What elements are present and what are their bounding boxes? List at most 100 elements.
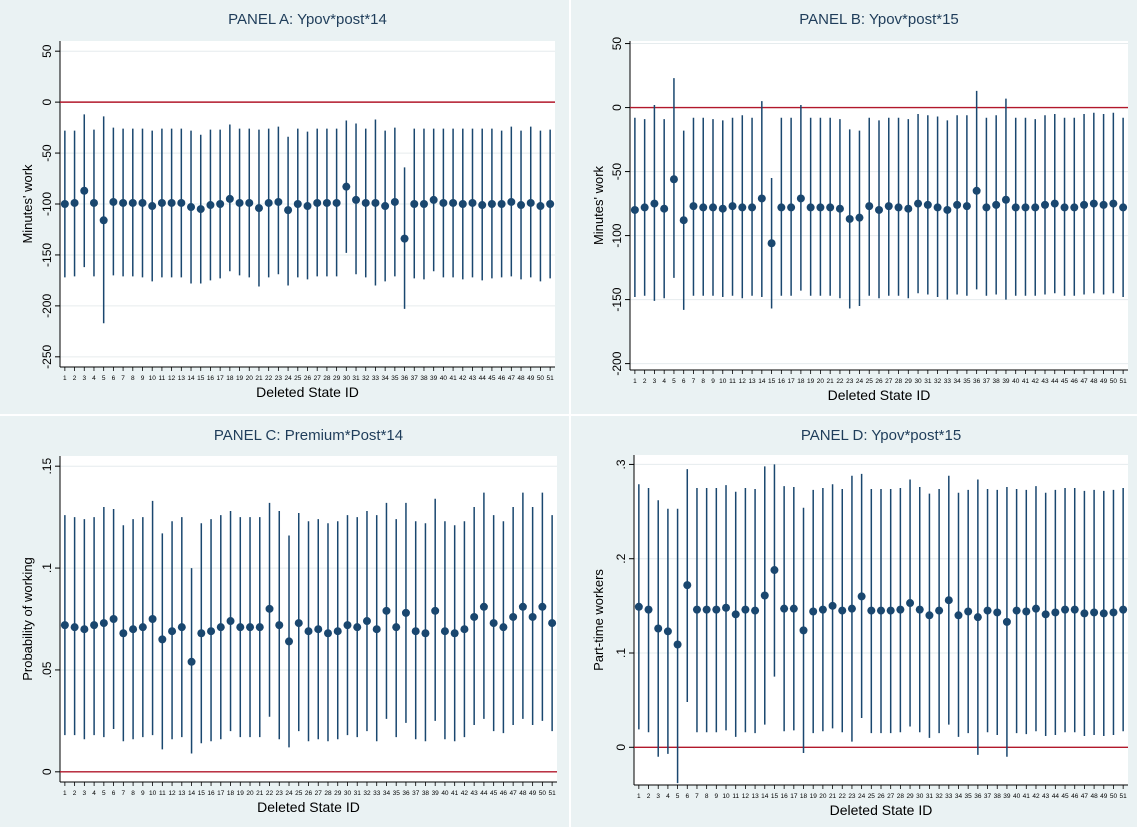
x-tick-label: 17 — [217, 790, 225, 797]
estimate-point-9 — [138, 623, 147, 632]
estimate-point-17 — [216, 200, 225, 208]
x-tick-label: 5 — [102, 790, 106, 797]
x-tick-label: 44 — [479, 375, 487, 382]
x-tick-label: 5 — [672, 378, 676, 385]
x-tick-label: 48 — [517, 375, 525, 382]
estimate-point-32 — [935, 606, 944, 615]
x-tick-label: 41 — [449, 375, 457, 382]
estimate-point-29 — [904, 204, 913, 213]
estimate-point-41 — [1022, 607, 1031, 616]
x-tick-label: 1 — [63, 375, 67, 382]
estimate-point-43 — [470, 612, 479, 621]
x-tick-label: 46 — [500, 790, 508, 797]
x-tick-label: 19 — [237, 790, 245, 797]
estimate-point-11 — [728, 202, 737, 211]
estimate-point-36 — [972, 186, 981, 195]
estimate-point-8 — [128, 198, 137, 207]
x-tick-label: 20 — [246, 375, 254, 382]
y-tick-label: .1 — [40, 563, 54, 573]
x-tick-label: 45 — [488, 375, 496, 382]
estimate-point-22 — [264, 198, 273, 207]
y-tick-label: .3 — [614, 459, 628, 469]
estimate-point-24 — [855, 213, 864, 222]
estimate-point-37 — [410, 200, 419, 208]
estimate-point-40 — [439, 198, 448, 207]
estimate-point-43 — [1041, 610, 1050, 619]
x-tick-label: 41 — [1023, 793, 1031, 800]
estimate-point-46 — [497, 200, 506, 208]
estimate-point-36 — [400, 234, 409, 243]
x-tick-label: 14 — [761, 793, 769, 800]
x-tick-label: 16 — [207, 375, 215, 382]
estimate-point-13 — [751, 606, 760, 615]
estimate-point-8 — [702, 605, 711, 614]
estimate-point-3 — [80, 186, 89, 195]
x-tick-label: 11 — [732, 793, 739, 800]
x-tick-label: 47 — [1081, 793, 1089, 800]
estimate-point-5 — [673, 640, 682, 649]
x-tick-label: 39 — [432, 790, 440, 797]
x-axis-title: Deleted State ID — [830, 802, 933, 818]
x-tick-label: 30 — [916, 793, 924, 800]
y-tick-label: -100 — [610, 223, 624, 247]
estimate-point-16 — [207, 627, 216, 636]
y-tick-label: -50 — [610, 163, 624, 181]
x-tick-label: 49 — [527, 375, 535, 382]
x-tick-label: 28 — [897, 793, 905, 800]
estimate-point-45 — [1061, 605, 1070, 614]
estimate-point-22 — [838, 606, 847, 615]
x-tick-label: 37 — [411, 375, 419, 382]
estimate-point-19 — [236, 623, 245, 632]
x-tick-label: 36 — [974, 793, 982, 800]
x-tick-label: 6 — [685, 793, 689, 800]
x-tick-label: 2 — [73, 375, 77, 382]
x-tick-label: 51 — [1120, 793, 1128, 800]
x-axis-title: Deleted State ID — [828, 387, 931, 403]
estimate-point-31 — [923, 200, 932, 209]
estimate-point-43 — [468, 198, 477, 207]
panel-c: PANEL C: Premium*Post*14 0.05.1.15 1 2 3 4 5 6 7… — [0, 416, 569, 827]
estimate-point-9 — [712, 605, 721, 614]
x-tick-label: 44 — [480, 790, 488, 797]
estimate-point-12 — [738, 203, 747, 212]
estimate-point-31 — [352, 195, 361, 204]
y-axis-title: Part-time workers — [591, 569, 606, 671]
x-tick-label: 16 — [778, 378, 786, 385]
x-tick-label: 29 — [905, 378, 913, 385]
estimate-point-10 — [718, 204, 727, 213]
x-tick-label: 19 — [807, 378, 815, 385]
x-tick-label: 7 — [695, 793, 699, 800]
x-tick-label: 50 — [1110, 378, 1118, 385]
y-axis-title: Minutes' work — [20, 164, 35, 244]
estimate-point-11 — [158, 635, 167, 644]
x-tick-label: 21 — [827, 378, 835, 385]
x-tick-label: 11 — [159, 375, 166, 382]
x-tick-label: 34 — [383, 790, 391, 797]
estimate-point-41 — [450, 629, 459, 638]
estimate-point-34 — [953, 200, 962, 209]
estimate-point-30 — [915, 605, 924, 614]
estimate-point-16 — [780, 604, 789, 613]
x-tick-label: 30 — [344, 790, 352, 797]
x-tick-label: 50 — [1110, 793, 1118, 800]
x-tick-label: 46 — [1071, 793, 1079, 800]
estimate-point-29 — [906, 599, 915, 608]
x-tick-label: 38 — [420, 375, 428, 382]
estimate-point-1 — [634, 602, 643, 611]
estimate-point-11 — [731, 610, 740, 619]
x-tick-label: 33 — [945, 793, 953, 800]
estimate-point-1 — [60, 200, 69, 208]
x-tick-label: 31 — [924, 378, 932, 385]
x-tick-label: 46 — [498, 375, 506, 382]
estimate-point-23 — [845, 214, 854, 223]
estimate-point-29 — [333, 627, 342, 636]
x-tick-label: 19 — [810, 793, 818, 800]
x-tick-label: 3 — [83, 790, 87, 797]
x-tick-label: 34 — [954, 378, 962, 385]
estimate-point-25 — [294, 619, 303, 628]
x-tick-label: 5 — [676, 793, 680, 800]
y-tick-label: -100 — [40, 192, 54, 216]
estimate-point-5 — [99, 216, 108, 225]
x-tick-label: 14 — [188, 790, 196, 797]
x-tick-label: 36 — [973, 378, 981, 385]
